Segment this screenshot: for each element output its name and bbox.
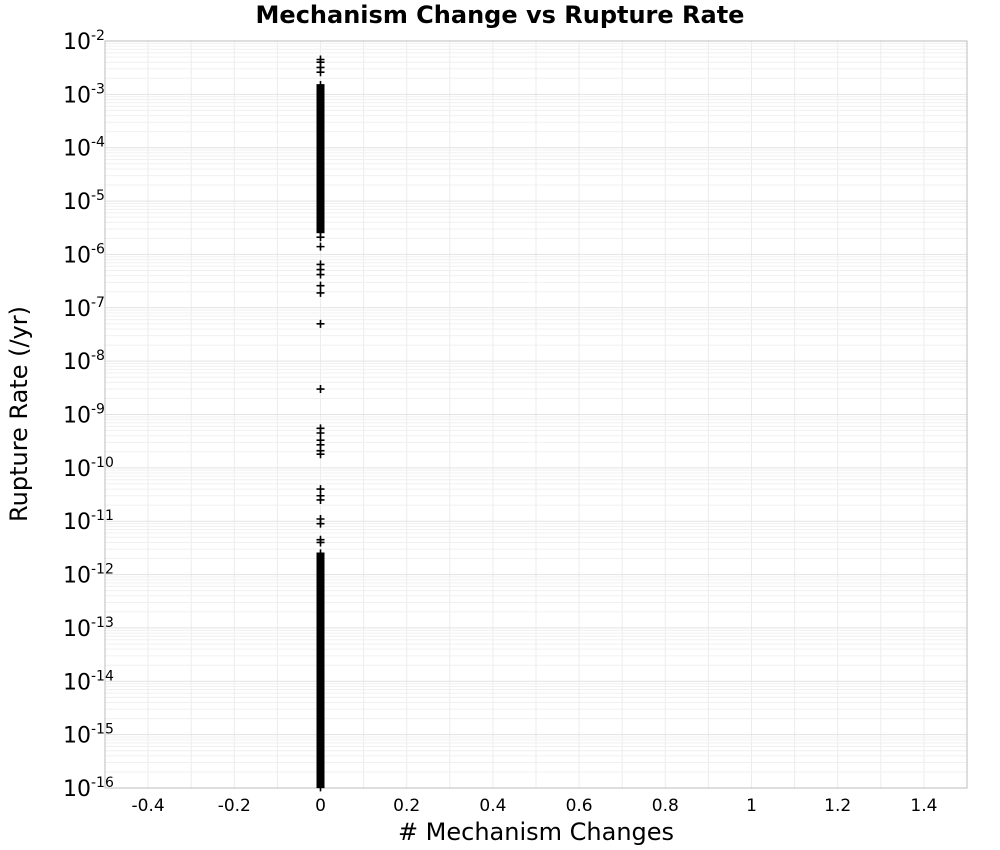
- data-point: [316, 385, 325, 394]
- x-tick-label: 1.2: [824, 796, 851, 816]
- data-point: [316, 288, 325, 297]
- data-point: [316, 519, 325, 528]
- y-tick-label: 10 -11: [63, 508, 114, 535]
- y-tick-exponent: -10: [91, 455, 114, 471]
- y-tick-exponent: -11: [91, 508, 114, 524]
- y-tick-exponent: -4: [91, 135, 105, 151]
- y-axis-label: Rupture Rate (/yr): [5, 306, 33, 522]
- x-axis-label: # Mechanism Changes: [398, 818, 674, 846]
- y-tick-label: 10 -6: [63, 241, 105, 268]
- x-axis-ticks: -0.4 -0.2 0 0.2 0.4 0.6 0.8 1 1.2 1.4: [132, 796, 938, 816]
- y-tick-base: 10: [63, 83, 91, 108]
- y-tick-exponent: -13: [91, 615, 114, 631]
- y-tick-exponent: -9: [91, 402, 105, 418]
- data-point: [316, 242, 325, 251]
- x-tick-label: 0.8: [652, 796, 679, 816]
- grid: [104, 41, 968, 789]
- x-tick-label: 0: [315, 796, 326, 816]
- y-tick-label: 10 -16: [63, 775, 114, 802]
- x-tick-label: 1.4: [910, 796, 937, 816]
- dense-point-cluster: [316, 84, 325, 234]
- y-tick-label: 10 -15: [63, 722, 114, 749]
- data-point: [316, 281, 325, 290]
- x-tick-label: 0.2: [393, 796, 420, 816]
- data-point: [316, 270, 325, 279]
- y-tick-label: 10 -9: [63, 402, 105, 429]
- y-tick-base: 10: [63, 137, 91, 162]
- y-tick-label: 10 -4: [63, 135, 105, 162]
- y-tick-label: 10 -7: [63, 295, 105, 322]
- y-tick-base: 10: [63, 30, 91, 55]
- dense-point-cluster: [316, 553, 325, 788]
- x-tick-label: 0.6: [566, 796, 593, 816]
- y-tick-label: 10 -2: [63, 28, 105, 55]
- y-tick-exponent: -15: [91, 722, 114, 738]
- x-tick-label: 1: [746, 796, 757, 816]
- plot-frame: [104, 40, 968, 789]
- data-points: [316, 55, 325, 792]
- y-tick-exponent: -3: [91, 81, 105, 97]
- y-tick-base: 10: [63, 243, 91, 268]
- y-tick-label: 10 -12: [63, 562, 114, 589]
- y-tick-base: 10: [63, 404, 91, 429]
- y-tick-exponent: -5: [91, 188, 105, 204]
- y-tick-base: 10: [63, 457, 91, 482]
- x-tick-label: -0.4: [132, 796, 165, 816]
- y-tick-base: 10: [63, 297, 91, 322]
- y-tick-label: 10 -14: [63, 668, 114, 695]
- y-axis-ticks: 10-210-310-410-510-610-710-810-910 -1010-…: [63, 28, 114, 802]
- y-tick-base: 10: [63, 350, 91, 375]
- data-point: [316, 450, 325, 459]
- data-point: [316, 319, 325, 328]
- y-tick-exponent: -6: [91, 241, 105, 257]
- data-point: [316, 538, 325, 547]
- x-tick-label: 0.4: [479, 796, 506, 816]
- y-tick-base: 10: [63, 724, 91, 749]
- y-tick-exponent: -2: [91, 28, 105, 44]
- y-tick-exponent: -14: [91, 668, 114, 684]
- y-tick-label: 10 -3: [63, 81, 105, 108]
- y-tick-base: 10: [63, 564, 91, 589]
- y-tick-label: 10 -5: [63, 188, 105, 215]
- y-tick-exponent: -16: [91, 775, 114, 791]
- chart-title: Mechanism Change vs Rupture Rate: [255, 1, 745, 29]
- data-point: [316, 68, 325, 77]
- y-tick-label: 10 -13: [63, 615, 114, 642]
- y-tick-base: 10: [63, 670, 91, 695]
- x-tick-label: -0.2: [218, 796, 251, 816]
- y-tick-base: 10: [63, 510, 91, 535]
- y-tick-label: 10 -8: [63, 348, 105, 375]
- y-tick-exponent: -7: [91, 295, 105, 311]
- y-tick-exponent: -12: [91, 562, 114, 578]
- data-point: [316, 495, 325, 504]
- y-tick-exponent: -8: [91, 348, 105, 364]
- y-tick-base: 10: [63, 190, 91, 215]
- y-tick-label: 10 -10: [63, 455, 114, 482]
- data-point: [316, 429, 325, 438]
- y-tick-base: 10: [63, 777, 91, 802]
- y-tick-base: 10: [63, 617, 91, 642]
